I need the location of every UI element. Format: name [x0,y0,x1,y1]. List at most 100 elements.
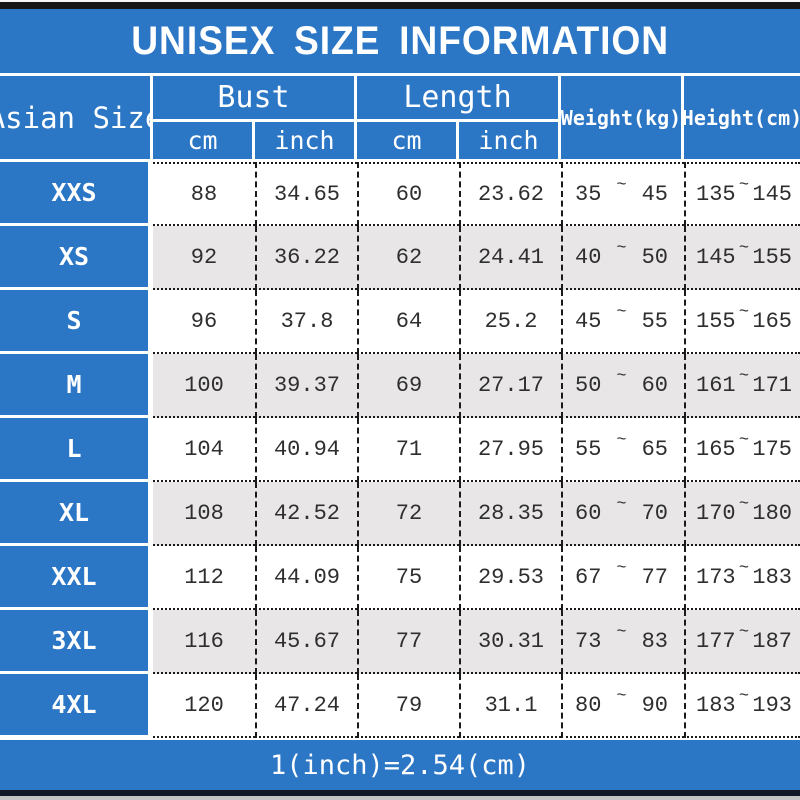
top-white-strip [0,0,800,2]
bust-cm-cell: 96 [153,290,255,354]
weight-min-value: 45 [575,308,602,334]
size-label-cell: S [0,290,153,354]
weight-max-value: 83 [641,628,668,654]
tilde-separator: ~ [738,622,750,642]
height-range-cell: 170 ~180 [684,482,800,546]
bottom-black-bar [0,790,800,796]
table-row: L 104 40.94 71 27.95 55 ~65 165 ~175 [0,418,800,482]
tilde-separator: ~ [738,686,750,706]
weight-range-cell: 55 ~65 [561,418,684,482]
header-asian-size: Asian Size [0,76,162,159]
weight-range-cell: 40 ~50 [561,226,684,290]
weight-min-value: 60 [575,500,602,526]
length-inch-cell: 25.2 [459,290,561,354]
title-bar: UNISEX SIZE INFORMATION [0,9,800,73]
weight-max-value: 45 [641,181,668,207]
weight-range-cell: 35 ~45 [561,162,684,226]
weight-range-cell: 67 ~77 [561,546,684,610]
bust-cm-cell: 92 [153,226,255,290]
tilde-separator: ~ [616,622,627,642]
weight-min-value: 35 [575,181,602,207]
height-range-cell: 173 ~183 [684,546,800,610]
height-max-value: 183 [752,564,792,590]
tilde-separator: ~ [616,238,627,258]
bust-inch-cell: 47.24 [255,674,357,738]
height-range-cell: 145 ~155 [684,226,800,290]
size-label-cell: 4XL [0,674,153,738]
weight-min-value: 50 [575,372,602,398]
tilde-separator: ~ [738,430,750,450]
header-length: Length [357,76,558,119]
weight-min-value: 80 [575,692,602,718]
bust-cm-cell: 112 [153,546,255,610]
height-range-cell: 183 ~193 [684,674,800,738]
conversion-note: 1(inch)=2.54(cm) [269,749,531,781]
height-min-value: 177 [696,628,736,654]
header-height-cm: Height(cm) [682,76,800,159]
length-inch-cell: 29.53 [459,546,561,610]
tilde-separator: ~ [738,302,750,322]
tilde-separator: ~ [738,238,750,258]
tilde-separator: ~ [738,175,750,195]
height-min-value: 173 [696,564,736,590]
size-label-cell: XS [0,226,153,290]
bust-inch-cell: 37.8 [255,290,357,354]
header-bust-inch: inch [255,122,354,159]
title-header-divider [0,73,800,76]
height-range-cell: 165 ~175 [684,418,800,482]
length-inch-cell: 28.35 [459,482,561,546]
size-label-cell: 3XL [0,610,153,674]
tilde-separator: ~ [738,558,750,578]
tilde-separator: ~ [616,302,627,322]
table-row: S 96 37.8 64 25.2 45 ~55 155 ~165 [0,290,800,354]
header-bust: Bust [153,76,354,119]
weight-max-value: 65 [641,436,668,462]
height-range-cell: 135 ~145 [684,162,800,226]
bottom-gray-strip [0,796,800,800]
weight-range-cell: 60 ~70 [561,482,684,546]
header-body-divider [0,159,800,162]
weight-min-value: 40 [575,244,602,270]
length-cm-cell: 75 [357,546,459,610]
tilde-separator: ~ [616,175,627,195]
header-length-inch: inch [459,122,558,159]
weight-min-value: 73 [575,628,602,654]
tilde-separator: ~ [616,430,627,450]
bust-inch-cell: 42.52 [255,482,357,546]
height-max-value: 171 [752,372,792,398]
length-cm-cell: 64 [357,290,459,354]
weight-max-value: 50 [641,244,668,270]
tilde-separator: ~ [738,366,750,386]
header-bust-cm: cm [153,122,252,159]
height-range-cell: 177 ~187 [684,610,800,674]
bust-cm-cell: 108 [153,482,255,546]
height-min-value: 165 [696,436,736,462]
table-row: 3XL 116 45.67 77 30.31 73 ~83 177 ~187 [0,610,800,674]
length-inch-cell: 27.95 [459,418,561,482]
length-inch-cell: 31.1 [459,674,561,738]
bust-cm-cell: 100 [153,354,255,418]
height-range-cell: 155 ~165 [684,290,800,354]
weight-max-value: 60 [641,372,668,398]
height-min-value: 145 [696,244,736,270]
body-footer-divider [0,738,800,740]
bust-inch-cell: 40.94 [255,418,357,482]
length-inch-cell: 23.62 [459,162,561,226]
bust-inch-cell: 36.22 [255,226,357,290]
table-header: Asian Size Bust Length Weight(kg) Height… [0,76,800,159]
size-label-cell: XL [0,482,153,546]
weight-max-value: 55 [641,308,668,334]
table-row: 4XL 120 47.24 79 31.1 80 ~90 183 ~193 [0,674,800,738]
height-max-value: 180 [752,500,792,526]
length-cm-cell: 62 [357,226,459,290]
weight-max-value: 77 [641,564,668,590]
length-cm-cell: 71 [357,418,459,482]
bust-cm-cell: 88 [153,162,255,226]
height-max-value: 165 [752,308,792,334]
table-row: XXS 88 34.65 60 23.62 35 ~45 135 ~145 [0,162,800,226]
table-row: XS 92 36.22 62 24.41 40 ~50 145 ~155 [0,226,800,290]
height-min-value: 183 [696,692,736,718]
length-cm-cell: 60 [357,162,459,226]
height-max-value: 175 [752,436,792,462]
